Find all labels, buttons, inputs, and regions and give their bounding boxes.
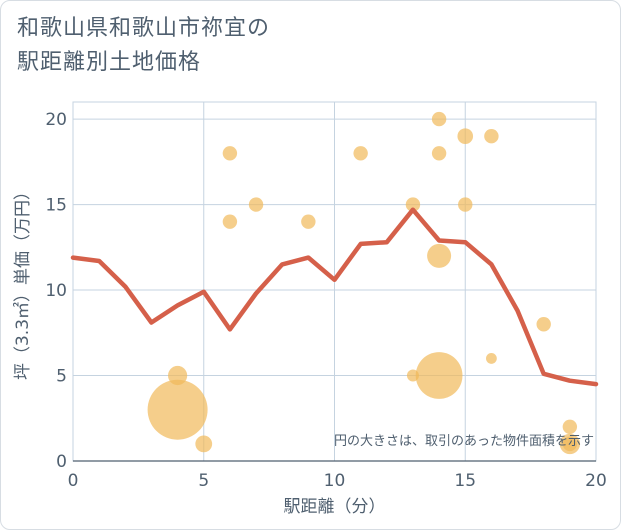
x-tick-label: 0 <box>68 471 79 491</box>
data-point <box>486 353 497 364</box>
data-point <box>562 419 578 435</box>
size-note: 円の大きさは、取引のあった物件面積を示す <box>334 434 594 449</box>
data-point <box>415 352 463 399</box>
y-tick-label: 20 <box>45 110 67 130</box>
title-line-1: 和歌山県和歌山市祢宜の <box>17 16 271 41</box>
data-point <box>168 365 188 386</box>
y-tick-label: 10 <box>45 281 67 301</box>
data-point <box>222 146 238 161</box>
title-line-2: 駅距離別土地価格 <box>17 50 202 75</box>
data-point <box>222 214 238 229</box>
data-point <box>431 111 447 127</box>
x-axis-title: 駅距離（分） <box>284 497 386 517</box>
data-point <box>248 197 264 212</box>
data-point <box>427 243 452 268</box>
data-point <box>484 128 499 144</box>
data-point <box>405 197 421 212</box>
data-point <box>301 214 316 229</box>
x-tick-label: 5 <box>198 471 209 491</box>
average-line <box>70 207 599 387</box>
data-points <box>147 111 581 455</box>
axes: 0 5 10 15 20 0 5 10 15 20 <box>45 110 606 491</box>
average-line-path <box>70 207 599 387</box>
y-tick-label: 0 <box>56 452 67 472</box>
data-point <box>147 379 208 440</box>
data-point <box>458 197 473 212</box>
x-tick-label: 15 <box>454 471 476 491</box>
data-point <box>353 146 368 161</box>
chart-title: 和歌山県和歌山市祢宜の 駅距離別土地価格 <box>17 12 270 80</box>
y-axis-title: 坪（3.3㎡）単価（万円） <box>13 183 33 380</box>
data-point <box>431 146 447 161</box>
y-tick-label: 15 <box>45 196 67 216</box>
data-point <box>457 128 474 144</box>
x-tick-label: 10 <box>324 471 346 491</box>
y-tick-label: 5 <box>56 367 67 387</box>
data-point <box>195 435 213 453</box>
data-point <box>562 436 578 452</box>
data-point <box>536 317 551 332</box>
x-tick-label: 20 <box>585 471 607 491</box>
